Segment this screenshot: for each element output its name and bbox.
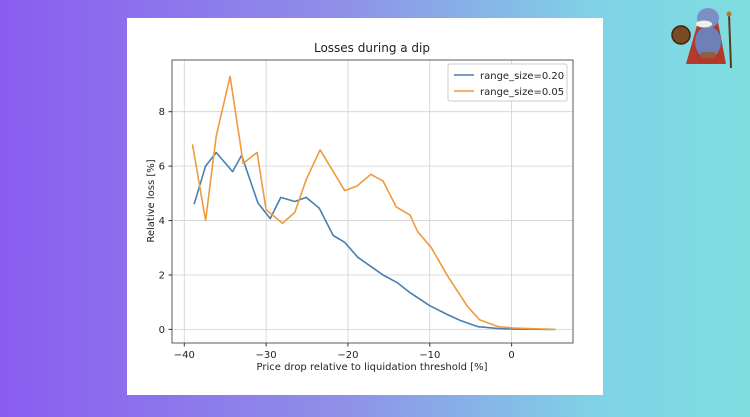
x-tick-label: −30 xyxy=(256,350,277,361)
x-axis-label: Price drop relative to liquidation thres… xyxy=(257,362,488,373)
legend-label-1: range_size=0.05 xyxy=(480,87,564,98)
legend: range_size=0.20 range_size=0.05 xyxy=(447,63,568,102)
x-tick-label: −20 xyxy=(337,350,358,361)
legend-box xyxy=(447,63,568,102)
y-axis-label: Relative loss [%] xyxy=(146,159,157,242)
y-tick-label: 2 xyxy=(159,270,165,281)
grid xyxy=(172,60,573,343)
x-tick-label: −10 xyxy=(419,350,440,361)
series-line-0 xyxy=(193,151,553,331)
legend-label-0: range_size=0.20 xyxy=(480,71,564,82)
y-tick-label: 4 xyxy=(159,216,165,227)
line-chart: Losses during a dip −40 −30 −20 −10 0 0 2 4 6 8 P… xyxy=(146,41,574,373)
chart-card: Losses during a dip −40 −30 −20 −10 0 0 2 4 6 8 P… xyxy=(127,18,603,395)
plot-frame xyxy=(171,59,574,344)
x-tick-label: 0 xyxy=(508,350,514,361)
x-tick-label: −40 xyxy=(174,350,195,361)
mascot-warrior-logo xyxy=(671,8,732,69)
y-tick-label: 0 xyxy=(159,325,165,336)
y-tick-label: 6 xyxy=(159,162,165,173)
ticks: −40 −30 −20 −10 0 0 2 4 6 8 xyxy=(159,107,515,361)
chart-title: Losses during a dip xyxy=(314,41,430,55)
series-line-1 xyxy=(191,75,556,331)
y-tick-label: 8 xyxy=(159,107,165,118)
series-lines xyxy=(191,75,556,331)
